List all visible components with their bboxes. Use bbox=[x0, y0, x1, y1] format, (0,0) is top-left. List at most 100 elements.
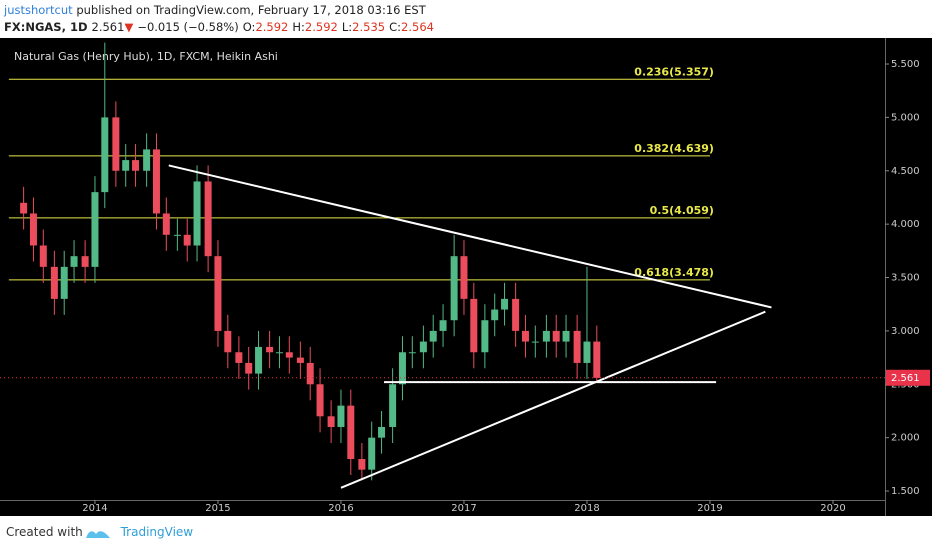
candle-body bbox=[378, 426, 386, 438]
y-tick-label: 5.500 bbox=[891, 59, 920, 70]
x-tick-label: 2019 bbox=[697, 503, 722, 514]
y-tick-label: 3.500 bbox=[891, 273, 920, 284]
candle-body bbox=[162, 213, 170, 235]
brand[interactable]: TradingView bbox=[120, 525, 194, 539]
candle-body bbox=[542, 330, 550, 342]
created: Created with bbox=[6, 525, 83, 539]
candle-body bbox=[143, 149, 151, 171]
change: −0.015 (−0.58%) bbox=[137, 20, 239, 34]
symbol-line: FX:NGAS, 1D 2.561▼ −0.015 (−0.58%) O:2.5… bbox=[4, 20, 434, 34]
candle-body bbox=[439, 320, 447, 331]
candle-body bbox=[50, 266, 58, 299]
ohlc-key: O: bbox=[242, 20, 256, 34]
candle-body bbox=[389, 384, 397, 427]
candle-body bbox=[193, 181, 201, 246]
candle-body bbox=[593, 341, 601, 378]
author[interactable]: justshortcut bbox=[4, 3, 73, 17]
candle-body bbox=[531, 341, 539, 343]
footer: Created with TradingView bbox=[6, 525, 193, 539]
ohlc-value: 2.564 bbox=[401, 20, 434, 34]
candle-body bbox=[266, 346, 274, 353]
candle-body bbox=[183, 234, 191, 246]
candle-body bbox=[398, 352, 406, 385]
candle-body bbox=[552, 330, 560, 342]
y-tick-label: 1.500 bbox=[891, 486, 920, 497]
last-price-label: 2.561 bbox=[891, 373, 920, 384]
x-tick-label: 2017 bbox=[451, 503, 476, 514]
candle-body bbox=[408, 352, 416, 354]
candle-body bbox=[491, 309, 499, 321]
x-tick-label: 2020 bbox=[820, 503, 845, 514]
candle-body bbox=[285, 352, 293, 358]
candle-body bbox=[235, 352, 243, 363]
fib-label: 0.236(5.357) bbox=[634, 65, 714, 78]
candle-body bbox=[562, 330, 570, 342]
candle-body bbox=[173, 234, 181, 236]
candle-body bbox=[39, 245, 47, 267]
candle-body bbox=[296, 357, 304, 363]
candle-body bbox=[214, 256, 222, 331]
candle-body bbox=[316, 384, 324, 417]
x-tick-label: 2014 bbox=[82, 503, 107, 514]
candle-body bbox=[245, 362, 253, 374]
candle-body bbox=[460, 256, 468, 299]
published: published on TradingView.com, February 1… bbox=[76, 3, 426, 17]
ohlc-value: 2.592 bbox=[255, 20, 289, 34]
candle-body bbox=[122, 160, 130, 171]
last: 2.561 bbox=[91, 20, 125, 34]
ohlc-value: 2.535 bbox=[352, 20, 386, 34]
fib-label: 0.382(4.639) bbox=[634, 142, 714, 155]
ohlc-key: H: bbox=[292, 20, 305, 34]
candle-body bbox=[101, 117, 109, 193]
brand-icon bbox=[86, 531, 110, 538]
candle-body bbox=[450, 256, 458, 321]
trendline bbox=[168, 164, 772, 309]
candle-body bbox=[368, 437, 376, 470]
last-price-box bbox=[886, 369, 930, 386]
candle-body bbox=[521, 330, 529, 342]
candle-body bbox=[224, 330, 232, 353]
candle-body bbox=[358, 459, 366, 470]
candle-body bbox=[275, 352, 283, 354]
candle-body bbox=[501, 298, 509, 310]
candle-body bbox=[204, 181, 212, 257]
candle-body bbox=[70, 256, 78, 267]
candle-body bbox=[29, 213, 37, 246]
candle-body bbox=[20, 202, 28, 214]
y-tick-label: 4.000 bbox=[891, 219, 920, 230]
symbol: FX:NGAS, 1D bbox=[4, 20, 88, 34]
candle-body bbox=[327, 416, 335, 427]
candle-body bbox=[429, 330, 437, 342]
candle-body bbox=[347, 405, 355, 460]
fib-label: 0.618(3.478) bbox=[634, 266, 714, 279]
candle-body bbox=[91, 192, 99, 267]
candle-body bbox=[132, 160, 140, 171]
candle-body bbox=[419, 341, 427, 353]
fib-label: 0.5(4.059) bbox=[650, 204, 714, 217]
y-tick-label: 5.000 bbox=[891, 112, 920, 123]
header-line: justshortcut published on TradingView.co… bbox=[4, 3, 426, 17]
arrow: ▼ bbox=[124, 20, 134, 34]
chart: Natural Gas (Henry Hub), 1D, FXCM, Heiki… bbox=[0, 38, 932, 516]
y-tick-label: 4.500 bbox=[891, 166, 920, 177]
ohlc-key: C: bbox=[389, 20, 402, 34]
trendline bbox=[340, 310, 766, 489]
candle-body bbox=[337, 405, 345, 427]
x-tick-label: 2016 bbox=[328, 503, 353, 514]
header: justshortcut published on TradingView.co… bbox=[0, 0, 932, 38]
candle-body bbox=[112, 117, 120, 171]
candle-body bbox=[152, 149, 160, 214]
ohlc-key: L: bbox=[341, 20, 353, 34]
candle-body bbox=[512, 298, 520, 331]
candle-body bbox=[306, 362, 314, 385]
x-tick-label: 2018 bbox=[574, 503, 599, 514]
x-tick-label: 2015 bbox=[205, 503, 230, 514]
candle-body bbox=[481, 320, 489, 353]
candle-body bbox=[60, 266, 68, 299]
chart-title: Natural Gas (Henry Hub), 1D, FXCM, Heiki… bbox=[14, 50, 278, 63]
ohlc-value: 2.592 bbox=[304, 20, 338, 34]
y-tick-label: 2.000 bbox=[891, 433, 920, 444]
y-tick-label: 3.000 bbox=[891, 326, 920, 337]
candle-body bbox=[583, 341, 591, 363]
